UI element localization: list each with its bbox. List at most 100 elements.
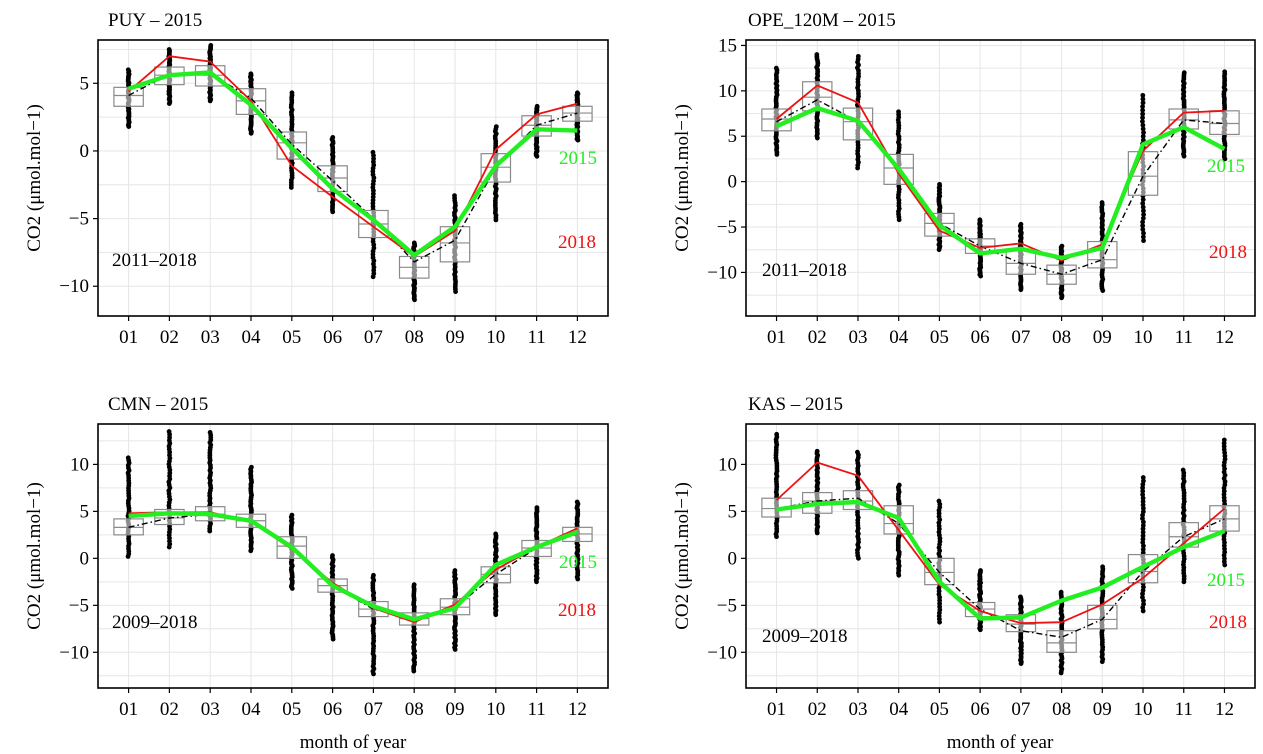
data-point [978, 568, 983, 573]
data-point [814, 448, 820, 454]
data-point [289, 512, 295, 518]
x-tick-label: 10 [1134, 699, 1153, 720]
data-point [1140, 96, 1146, 102]
data-point [1140, 485, 1145, 491]
data-point [1018, 594, 1023, 600]
data-point [1141, 130, 1146, 136]
period-label: 2009–2018 [112, 612, 198, 633]
panel-title: CMN – 2015 [108, 394, 208, 415]
data-point [208, 43, 214, 48]
data-point [1018, 221, 1024, 227]
data-point [1140, 516, 1145, 522]
y-axis: −10 −5 0 5 10 15 [707, 35, 746, 283]
data-point [452, 568, 458, 573]
data-point [125, 455, 131, 461]
plot-frame [97, 423, 609, 689]
panel-title: PUY – 2015 [108, 10, 202, 31]
x-tick-label: 06 [971, 327, 990, 348]
x-tick-label: 02 [808, 327, 827, 348]
gridlines [746, 40, 1255, 316]
x-tick-label: 11 [1175, 327, 1193, 348]
label-2018: 2018 [1209, 242, 1247, 263]
data-point [1221, 437, 1227, 443]
data-point [371, 572, 376, 578]
box [1209, 110, 1240, 136]
y-tick-label: 10 [718, 454, 737, 475]
data-point [1141, 238, 1146, 244]
data-point [1140, 475, 1146, 480]
x-tick-label: 11 [527, 327, 545, 348]
x-axis: 01 02 03 04 05 06 07 08 09 10 11 12 [119, 688, 587, 720]
data-point [1140, 215, 1146, 221]
x-tick-label: 01 [767, 699, 786, 720]
data-point [977, 217, 983, 223]
period-label: 2009–2018 [762, 626, 848, 647]
x-tick-label: 02 [808, 699, 827, 720]
data-point [855, 53, 861, 59]
data-point [1140, 529, 1146, 535]
data-point [370, 149, 376, 155]
x-tick-label: 03 [848, 327, 867, 348]
x-tick-label: 07 [1011, 699, 1030, 720]
x-axis: 01 02 03 04 05 06 07 08 09 10 11 12 [767, 316, 1234, 348]
data-point [125, 67, 131, 73]
x-tick-label: 08 [405, 699, 424, 720]
data-point [1140, 126, 1146, 132]
data-point [1140, 137, 1146, 143]
data-point [330, 135, 336, 140]
y-tick-label: −10 [59, 276, 89, 297]
x-tick-label: 04 [242, 699, 262, 720]
x-tick-label: 11 [1175, 699, 1193, 720]
x-tick-label: 08 [405, 327, 424, 348]
data-point [773, 65, 779, 71]
data-point [1140, 488, 1146, 494]
data-point [1140, 526, 1146, 532]
period-label: 2011–2018 [112, 250, 197, 271]
x-tick-label: 08 [1052, 327, 1071, 348]
data-point [1141, 601, 1146, 607]
label-2015: 2015 [1207, 156, 1245, 177]
plot-frame [745, 39, 1256, 317]
y-tick-label: −5 [717, 217, 737, 238]
data-point [493, 531, 499, 537]
y-axis-title: CO2 (μmol.mol−1) [24, 104, 45, 252]
data-point [289, 90, 295, 96]
label-2018: 2018 [1209, 612, 1247, 633]
y-tick-label: 10 [70, 454, 89, 475]
data-point [1140, 227, 1146, 232]
data-point [1141, 212, 1146, 217]
y-tick-label: 5 [728, 501, 738, 522]
x-tick-label: 03 [201, 327, 220, 348]
x-axis-title: month of year [300, 732, 407, 753]
y-axis: −10 −5 0 5 10 [707, 454, 746, 663]
data-point [1140, 92, 1146, 98]
y-tick-label: 0 [728, 172, 738, 193]
x-tick-label: 12 [568, 327, 587, 348]
series-line-2015 [775, 105, 1226, 261]
x-tick-label: 07 [1011, 327, 1030, 348]
x-axis: 01 02 03 04 05 06 07 08 09 10 11 12 [119, 316, 587, 348]
data-point [1140, 594, 1145, 600]
y-tick-label: −5 [69, 595, 89, 616]
y-tick-label: 15 [718, 35, 737, 56]
data-point [249, 464, 254, 470]
y-tick-label: 5 [80, 501, 90, 522]
data-point [937, 181, 942, 187]
y-tick-label: 10 [718, 81, 737, 102]
data-point [1140, 119, 1145, 124]
data-point [575, 90, 580, 96]
data-point [1140, 200, 1146, 206]
box [1046, 630, 1077, 653]
label-2015: 2015 [559, 148, 597, 169]
data-point [1141, 230, 1146, 236]
x-tick-label: 03 [848, 699, 867, 720]
data-point [1140, 204, 1146, 210]
x-tick-label: 03 [201, 699, 220, 720]
x-tick-label: 06 [971, 699, 990, 720]
label-2018: 2018 [558, 232, 596, 253]
y-tick-label: 0 [728, 548, 738, 569]
y-tick-label: 0 [80, 548, 90, 569]
